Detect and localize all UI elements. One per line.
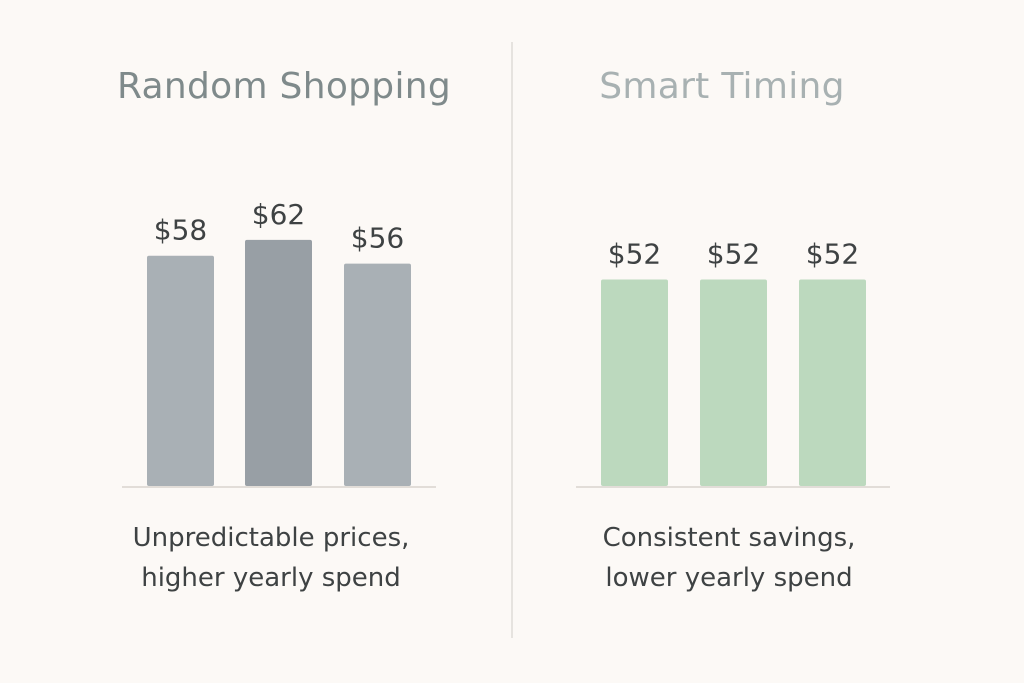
left-bar-1 [147, 255, 214, 486]
left-chart-title: Random Shopping [116, 66, 452, 107]
right-bar-3 [799, 279, 866, 486]
left-caption-line-1: Unpredictable prices, [132, 523, 410, 553]
right-bar-3-value-label: $52 [806, 238, 859, 271]
left-bar-3-value-label: $56 [351, 222, 404, 255]
right-bar-1 [601, 279, 668, 486]
right-bar-2-value-label: $52 [707, 238, 760, 271]
left-caption: Unpredictable prices, higher yearly spen… [15, 518, 527, 598]
right-caption-line-1: Consistent savings, [602, 523, 856, 553]
left-bar-2 [245, 239, 312, 486]
left-bar-3 [344, 263, 411, 486]
right-bar-2 [700, 279, 767, 486]
left-bar-1-value-label: $58 [154, 214, 207, 247]
right-chart-title: Smart Timing [599, 66, 845, 107]
right-bar-1-value-label: $52 [608, 238, 661, 271]
left-bar-2-value-label: $62 [252, 198, 305, 231]
panel-divider [511, 42, 513, 638]
right-caption-line-2: lower yearly spend [605, 563, 853, 593]
left-caption-line-2: higher yearly spend [141, 563, 401, 593]
right-caption: Consistent savings, lower yearly spend [473, 518, 985, 598]
